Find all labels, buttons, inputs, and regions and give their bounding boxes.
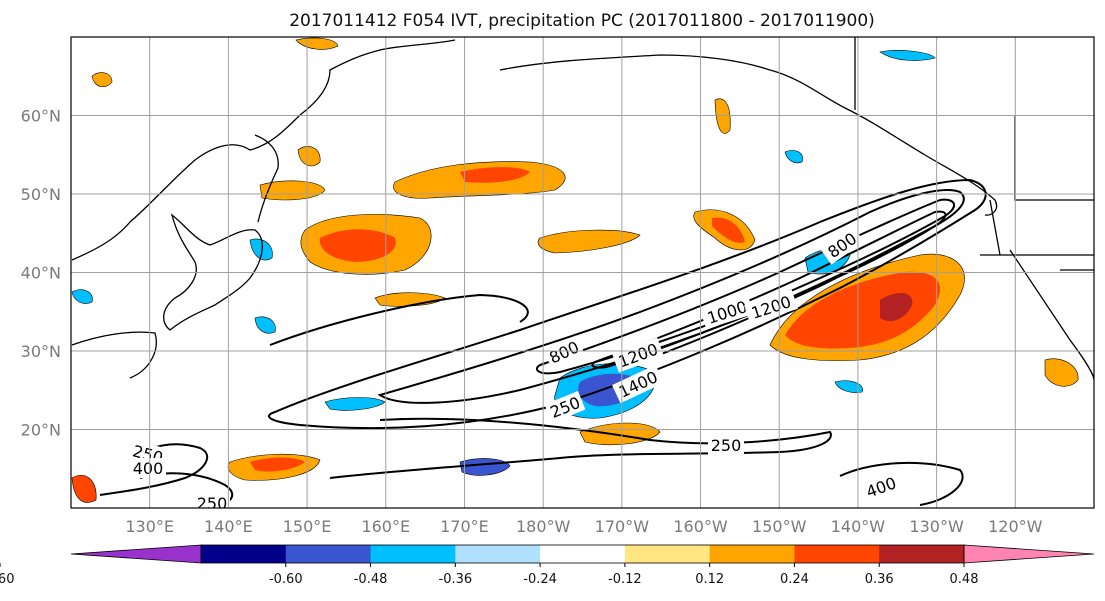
- longitude-label: 130°E: [125, 517, 174, 536]
- positive-anomaly: [91, 72, 113, 88]
- negative-anomaly: [879, 50, 936, 61]
- contour-label: 250: [197, 494, 228, 513]
- positive-anomaly: [712, 217, 745, 243]
- positive-anomaly: [259, 180, 326, 201]
- colorbar-extend-min: [70, 544, 202, 564]
- positive-anomaly: [250, 457, 305, 472]
- colorbar-tick-label: 0.48: [950, 572, 979, 587]
- colorbar-segment: [370, 545, 456, 563]
- colorbar-tick-label: -0.36: [439, 572, 473, 587]
- longitude-label: 150°W: [752, 517, 807, 536]
- colorbar-segment: [201, 545, 287, 563]
- colorbar-extend-max: [963, 544, 1095, 564]
- colorbar-segment: [709, 545, 795, 563]
- positive-anomaly: [785, 271, 941, 349]
- latitude-label: 60°N: [21, 107, 61, 126]
- colorbar-segment: [285, 545, 372, 563]
- colorbar-tick-label: -0.60: [269, 572, 303, 587]
- colorbar-segment: [455, 545, 541, 563]
- precip-pc-fills: [71, 37, 1079, 503]
- negative-anomaly: [249, 238, 273, 261]
- positive-anomaly: [714, 98, 731, 134]
- longitude-label: 150°E: [283, 517, 332, 536]
- colorbar-tick-label: -0.48: [354, 572, 388, 587]
- longitude-label: 130°W: [909, 517, 964, 536]
- longitude-label: 140°E: [204, 517, 253, 536]
- positive-anomaly: [460, 167, 530, 183]
- longitude-label: 170°E: [440, 517, 489, 536]
- longitude-label: 180°W: [516, 517, 571, 536]
- ivt-contours: [99, 178, 987, 508]
- positive-anomaly: [880, 293, 913, 322]
- negative-anomaly: [71, 289, 93, 304]
- latitude-label: 20°N: [21, 421, 61, 440]
- positive-anomaly: [319, 229, 396, 262]
- contour-label: 400: [133, 459, 164, 478]
- positive-anomaly: [295, 37, 339, 50]
- longitude-label: 160°W: [673, 517, 728, 536]
- contour-label: 250: [711, 436, 742, 455]
- latitude-label: 40°N: [21, 264, 61, 283]
- negative-anomaly: [254, 316, 276, 334]
- map-frame: [70, 36, 1095, 509]
- longitude-label: 170°W: [595, 517, 650, 536]
- colorbar-segment: [879, 545, 965, 563]
- positive-anomaly: [537, 229, 641, 254]
- negative-anomaly: [784, 150, 803, 164]
- colorbar-tick-label: 0.24: [780, 572, 809, 587]
- negative-anomaly: [324, 397, 386, 411]
- colorbar-segment: [624, 545, 711, 563]
- longitude-label: 140°W: [831, 517, 886, 536]
- latitude-label: 30°N: [21, 342, 61, 361]
- colorbar-segment: [540, 545, 626, 563]
- positive-anomaly: [1044, 358, 1079, 387]
- negative-anomaly: [834, 380, 863, 393]
- colorbar-tick-label: -0.24: [523, 572, 557, 587]
- colorbar-tick-label: 0.12: [695, 572, 724, 587]
- longitude-label: 120°W: [988, 517, 1043, 536]
- colorbar-tick-label: 0.60: [0, 572, 14, 587]
- latitude-label: 50°N: [21, 185, 61, 204]
- longitude-labels: 130°E 140°E 150°E 160°E 170°E 180°W 170°W 160°W…: [125, 517, 1042, 536]
- figure-title: 2017011412 F054 IVT, precipitation PC (2…: [289, 11, 875, 31]
- longitude-label: 160°E: [361, 517, 410, 536]
- latitude-labels: 60°N 50°N 40°N 30°N 20°N: [21, 107, 61, 440]
- colorbar-outline: [200, 544, 965, 564]
- colorbar-tick-label: -0.12: [608, 572, 642, 587]
- colorbar-segment: [794, 545, 880, 563]
- colorbar-tick-label: 0.36: [865, 572, 894, 587]
- colorbar: -0.60 -0.48 -0.36 -0.24 -0.12 0.12 0.24 0.36 0.4…: [0, 544, 1095, 587]
- positive-anomaly: [71, 474, 97, 503]
- gridlines: [71, 37, 1094, 508]
